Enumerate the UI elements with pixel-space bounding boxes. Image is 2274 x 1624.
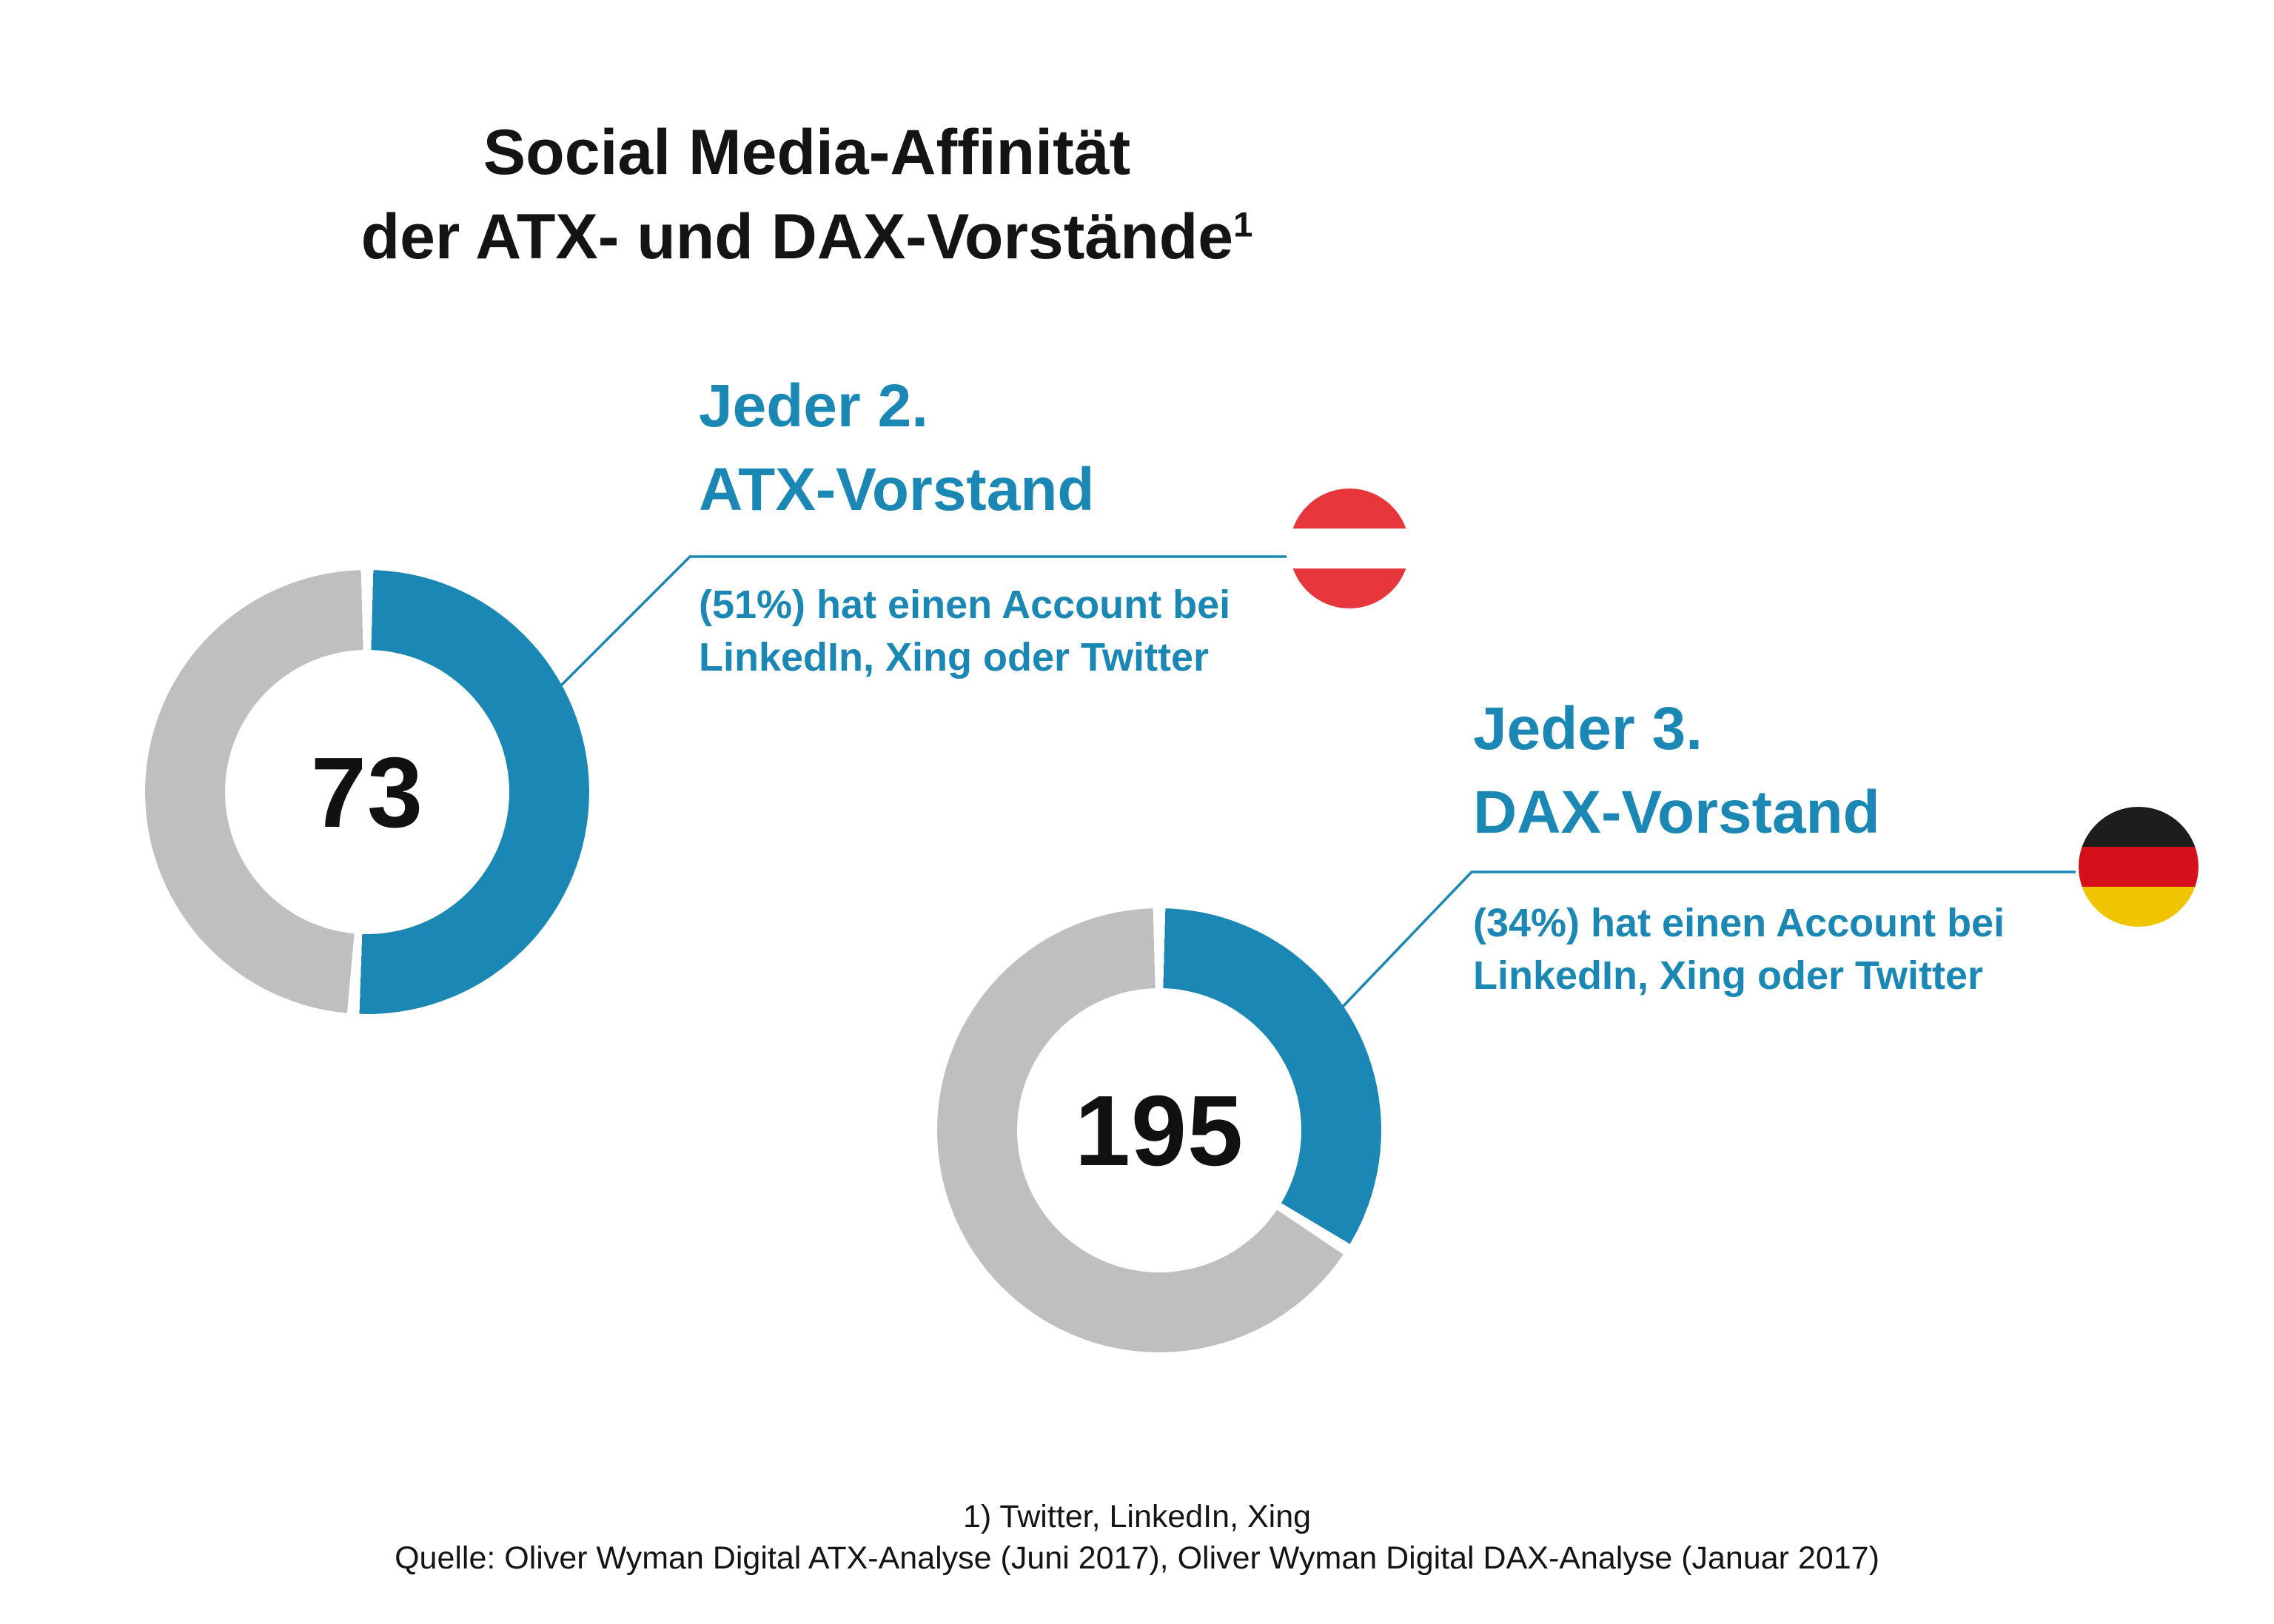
dax-heading-line-1: Jeder 3.	[1473, 695, 1703, 762]
dax-heading-line-2: DAX-Vorstand	[1473, 779, 1880, 847]
atx-annotation: Jeder 2. ATX-Vorstand (51%) hat einen Ac…	[699, 364, 1230, 683]
dax-annotation-subtext: (34%) hat einen Account bei LinkedIn, Xi…	[1473, 897, 2005, 1001]
austria-flag-icon	[1289, 489, 1409, 608]
dax-annotation-heading: Jeder 3. DAX-Vorstand	[1473, 687, 2005, 854]
atx-sub-line-2: LinkedIn, Xing oder Twitter	[699, 634, 1210, 680]
title-footnote-marker: 1	[1233, 204, 1253, 244]
atx-annotation-heading: Jeder 2. ATX-Vorstand	[699, 364, 1230, 531]
atx-annotation-subtext: (51%) hat einen Account bei LinkedIn, Xi…	[699, 579, 1230, 682]
dax-sub-line-2: LinkedIn, Xing oder Twitter	[1473, 953, 1984, 998]
germany-flag-icon	[2079, 807, 2198, 927]
atx-center-value: 73	[310, 736, 424, 848]
atx-donut-chart: 73	[145, 570, 589, 1014]
dax-donut-chart: 195	[937, 908, 1381, 1352]
atx-heading-line-1: Jeder 2.	[699, 372, 928, 440]
title-line-1: Social Media-Affinität	[483, 117, 1131, 188]
footnote: 1) Twitter, LinkedIn, Xing	[962, 1499, 1312, 1534]
page-title: Social Media-Affinität der ATX- und DAX-…	[0, 111, 1614, 279]
dax-sub-line-1: (34%) hat einen Account bei	[1473, 901, 2005, 946]
atx-sub-line-1: (51%) hat einen Account bei	[699, 583, 1231, 628]
dax-center-value: 195	[1074, 1074, 1244, 1187]
title-line-2: der ATX- und DAX-Vorstände1	[360, 201, 1253, 272]
atx-heading-line-2: ATX-Vorstand	[699, 456, 1095, 524]
source-line: Quelle: Oliver Wyman Digital ATX-Analyse…	[395, 1540, 1879, 1576]
atx-donut-hole: 73	[225, 650, 509, 934]
dax-annotation: Jeder 3. DAX-Vorstand (34%) hat einen Ac…	[1473, 687, 2005, 1001]
dax-donut-hole: 195	[1017, 988, 1301, 1272]
